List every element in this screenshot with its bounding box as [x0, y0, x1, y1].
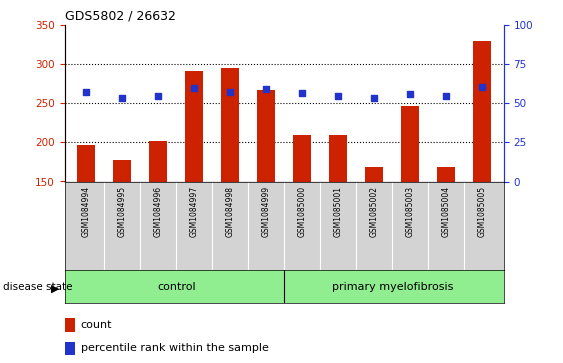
Bar: [221, 68, 239, 298]
Text: GSM1084999: GSM1084999: [262, 186, 271, 237]
Point: [262, 86, 271, 92]
Text: GSM1084994: GSM1084994: [82, 186, 91, 237]
Bar: [329, 135, 347, 298]
Text: disease state: disease state: [3, 282, 72, 292]
Text: GSM1084998: GSM1084998: [226, 186, 235, 237]
Text: GSM1085004: GSM1085004: [442, 186, 451, 237]
Point: [226, 89, 235, 95]
Text: ▶: ▶: [51, 284, 59, 294]
Text: GSM1085000: GSM1085000: [298, 186, 307, 237]
Point: [370, 95, 379, 101]
Bar: [149, 141, 167, 298]
Text: GSM1084996: GSM1084996: [154, 186, 163, 237]
Text: GSM1085005: GSM1085005: [478, 186, 487, 237]
Bar: [437, 167, 455, 298]
Text: percentile rank within the sample: percentile rank within the sample: [81, 343, 269, 354]
Text: GDS5802 / 26632: GDS5802 / 26632: [65, 10, 176, 23]
Bar: [113, 160, 131, 298]
Text: GSM1084995: GSM1084995: [118, 186, 127, 237]
Bar: [401, 106, 419, 298]
Point: [442, 94, 451, 99]
Bar: [77, 145, 95, 298]
Text: GSM1085002: GSM1085002: [370, 186, 379, 237]
Point: [298, 90, 307, 95]
Point: [478, 84, 487, 90]
Text: GSM1085003: GSM1085003: [406, 186, 415, 237]
Text: GSM1085001: GSM1085001: [334, 186, 343, 237]
Bar: [185, 71, 203, 298]
Bar: [293, 135, 311, 298]
Text: GSM1084997: GSM1084997: [190, 186, 199, 237]
Point: [118, 95, 127, 101]
Text: control: control: [157, 282, 195, 292]
Text: primary myelofibrosis: primary myelofibrosis: [332, 282, 453, 292]
Bar: [365, 167, 383, 298]
Point: [334, 94, 343, 99]
Point: [190, 85, 199, 91]
Bar: [473, 41, 491, 298]
Text: count: count: [81, 320, 112, 330]
Point: [406, 91, 415, 97]
Bar: [257, 90, 275, 298]
Point: [82, 89, 91, 95]
Point: [154, 93, 163, 98]
